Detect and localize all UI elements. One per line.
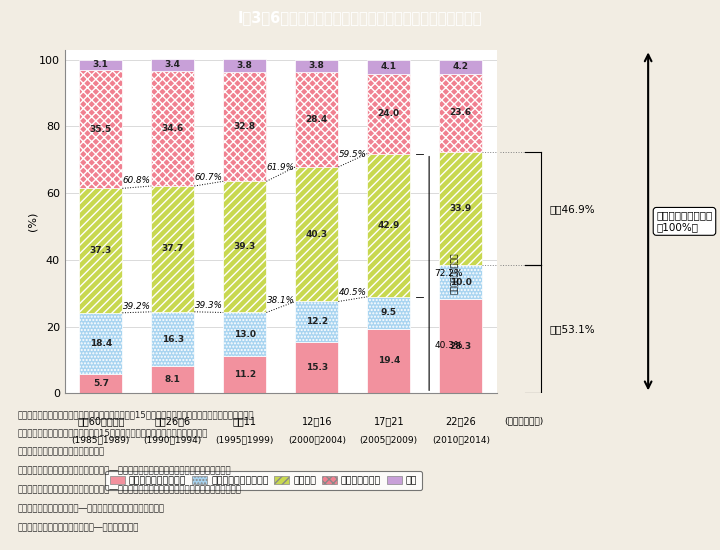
Text: 10.0: 10.0 xyxy=(450,278,472,287)
Text: 32.8: 32.8 xyxy=(234,122,256,131)
Text: 12～16: 12～16 xyxy=(302,416,332,427)
Text: 第１子出産前有職者: 第１子出産前有職者 xyxy=(450,252,459,294)
Text: 9.5: 9.5 xyxy=(381,308,397,317)
Bar xyxy=(439,266,482,299)
Text: 39.2%: 39.2% xyxy=(123,301,150,311)
Bar xyxy=(79,313,122,374)
Bar xyxy=(367,74,410,153)
Text: ７～11: ７～11 xyxy=(233,416,257,427)
Text: 35.5: 35.5 xyxy=(90,125,112,134)
Bar xyxy=(151,366,194,393)
Text: 18.4: 18.4 xyxy=(90,339,112,348)
Text: 就業継続（育休利用）―妊娠判明時就業～育児休業取得～子供１歳時就業: 就業継続（育休利用）―妊娠判明時就業～育児休業取得～子供１歳時就業 xyxy=(18,466,232,476)
Bar xyxy=(295,59,338,72)
Text: 無聇46.9%: 無聇46.9% xyxy=(549,204,595,214)
Text: 24.0: 24.0 xyxy=(378,109,400,118)
Text: ３．出産前後の就業経歴: ３．出産前後の就業経歴 xyxy=(18,448,105,456)
Bar xyxy=(439,299,482,393)
Text: 42.9: 42.9 xyxy=(377,221,400,230)
Bar xyxy=(295,72,338,167)
Bar xyxy=(367,297,410,328)
Bar xyxy=(367,153,410,297)
Bar xyxy=(79,70,122,188)
Text: 39.3: 39.3 xyxy=(234,243,256,251)
Text: 3.4: 3.4 xyxy=(165,60,181,69)
Text: 37.7: 37.7 xyxy=(161,244,184,254)
Text: 有聇53.1%: 有聇53.1% xyxy=(549,324,595,334)
Text: 12.2: 12.2 xyxy=(306,317,328,326)
Text: 61.9%: 61.9% xyxy=(267,163,294,173)
Text: (1995～1999): (1995～1999) xyxy=(215,435,274,444)
Bar xyxy=(223,59,266,72)
Text: 16.3: 16.3 xyxy=(162,334,184,344)
Text: 34.6: 34.6 xyxy=(162,124,184,133)
Bar xyxy=(295,301,338,342)
Text: 17～21: 17～21 xyxy=(374,416,404,427)
Text: 37.3: 37.3 xyxy=(90,246,112,255)
Text: ２．第１子が１歳以上15歳未満の初婚どうしの夫婦について集計。: ２．第１子が１歳以上15歳未満の初婚どうしの夫婦について集計。 xyxy=(18,429,208,438)
Text: 3.1: 3.1 xyxy=(93,60,109,69)
Bar xyxy=(151,70,194,186)
Text: (2000～2004): (2000～2004) xyxy=(288,435,346,444)
Text: (1985～1989): (1985～1989) xyxy=(71,435,130,444)
Text: 8.1: 8.1 xyxy=(165,375,181,384)
Bar xyxy=(295,167,338,301)
Text: (2005～2009): (2005～2009) xyxy=(360,435,418,444)
Text: 昭和60～平成元: 昭和60～平成元 xyxy=(77,416,125,427)
Text: 3.8: 3.8 xyxy=(309,62,325,70)
Text: 就業継続（育休なし）―妊娠判明時就業～育児休業取得なし～子供１歳時就業: 就業継続（育休なし）―妊娠判明時就業～育児休業取得なし～子供１歳時就業 xyxy=(18,486,242,494)
Bar xyxy=(151,186,194,312)
Bar xyxy=(151,312,194,366)
Text: 40.3%: 40.3% xyxy=(434,340,463,349)
Bar xyxy=(295,342,338,393)
Text: 3.8: 3.8 xyxy=(237,61,253,70)
Text: 72.2%: 72.2% xyxy=(434,269,463,278)
Bar xyxy=(79,188,122,313)
Text: 23.6: 23.6 xyxy=(450,108,472,117)
Text: 15.3: 15.3 xyxy=(306,363,328,372)
Text: 60.8%: 60.8% xyxy=(123,177,150,185)
Text: 妊娠前から無職―妊娠判明時無職: 妊娠前から無職―妊娠判明時無職 xyxy=(18,524,139,532)
Text: 19.4: 19.4 xyxy=(377,356,400,365)
Text: 5.7: 5.7 xyxy=(93,379,109,388)
Bar xyxy=(79,374,122,393)
Legend: 就業継続（育休利用）, 就業継続（育休なし）, 出産退職, 妊娠前から無職, 不詳: 就業継続（育休利用）, 就業継続（育休なし）, 出産退職, 妊娠前から無職, 不… xyxy=(105,471,422,490)
Text: 4.1: 4.1 xyxy=(381,62,397,71)
Bar xyxy=(223,182,266,312)
Text: 28.4: 28.4 xyxy=(306,115,328,124)
Text: 59.5%: 59.5% xyxy=(339,150,366,158)
Text: 33.9: 33.9 xyxy=(450,205,472,213)
Y-axis label: (%): (%) xyxy=(27,212,37,231)
Bar xyxy=(223,312,266,356)
Text: 出産退職―妊娠判明時就業～子供１歳時無職: 出産退職―妊娠判明時就業～子供１歳時無職 xyxy=(18,504,165,514)
Text: 40.3: 40.3 xyxy=(306,230,328,239)
Text: 28.3: 28.3 xyxy=(450,342,472,350)
Bar xyxy=(223,356,266,393)
Text: 40.5%: 40.5% xyxy=(339,288,366,298)
Text: （備考）　１．国立社会保障・人口問題研究所「第15回出生動向基本調査（夫婦調査）」より作成。: （備考） １．国立社会保障・人口問題研究所「第15回出生動向基本調査（夫婦調査）… xyxy=(18,410,254,419)
Text: I－3－6図　子供の出生年別第１子出産前後の妻の就業経歴: I－3－6図 子供の出生年別第１子出産前後の妻の就業経歴 xyxy=(238,10,482,25)
Text: (2010～2014): (2010～2014) xyxy=(432,435,490,444)
Text: 平成26～6: 平成26～6 xyxy=(155,416,191,427)
Text: 39.3%: 39.3% xyxy=(195,301,222,311)
Text: 38.1%: 38.1% xyxy=(267,296,294,305)
Bar xyxy=(79,59,122,70)
Bar xyxy=(367,328,410,393)
Text: (1990～1994): (1990～1994) xyxy=(144,435,202,444)
Bar xyxy=(151,59,194,70)
Text: 11.2: 11.2 xyxy=(234,370,256,379)
Text: 13.0: 13.0 xyxy=(234,329,256,339)
Bar xyxy=(223,72,266,182)
Bar xyxy=(439,74,482,152)
Text: 22～26: 22～26 xyxy=(446,416,476,427)
Text: (子供の出生年): (子供の出生年) xyxy=(504,416,544,426)
Bar xyxy=(367,60,410,74)
Text: 第１子出産前有職者
（100%）: 第１子出産前有職者 （100%） xyxy=(657,211,713,232)
Text: 60.7%: 60.7% xyxy=(195,173,222,182)
Text: 4.2: 4.2 xyxy=(453,62,469,71)
Bar xyxy=(439,152,482,266)
Bar xyxy=(439,59,482,74)
